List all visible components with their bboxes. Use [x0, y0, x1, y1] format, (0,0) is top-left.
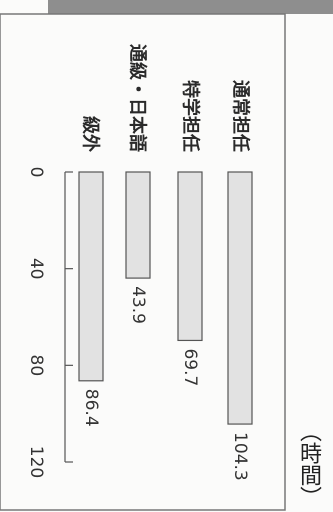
bar	[78, 171, 104, 382]
chart-frame	[0, 13, 286, 511]
unit-label: （時間）	[296, 420, 321, 508]
value-label: 69.7	[180, 348, 200, 386]
category-label: 特学担任	[180, 80, 202, 152]
category-label: 通級・日本語	[127, 44, 149, 152]
value-label: 43.9	[128, 286, 148, 324]
tick-label: 40	[26, 258, 46, 280]
bar	[125, 171, 151, 279]
value-label: 86.4	[81, 389, 101, 427]
bars: 104.3 69.7 43.9 86.4	[78, 171, 253, 481]
tick-label: 0	[26, 167, 46, 178]
value-label: 104.3	[230, 432, 250, 481]
category-label: 級外	[80, 116, 102, 152]
bar	[177, 171, 203, 342]
category-label: 通常担任	[230, 80, 252, 152]
axis-ticks: 0 40 80 120	[26, 167, 73, 478]
tick-label: 80	[26, 355, 46, 377]
top-band	[48, 0, 333, 14]
tick-label: 120	[26, 446, 46, 478]
bar	[227, 171, 253, 425]
